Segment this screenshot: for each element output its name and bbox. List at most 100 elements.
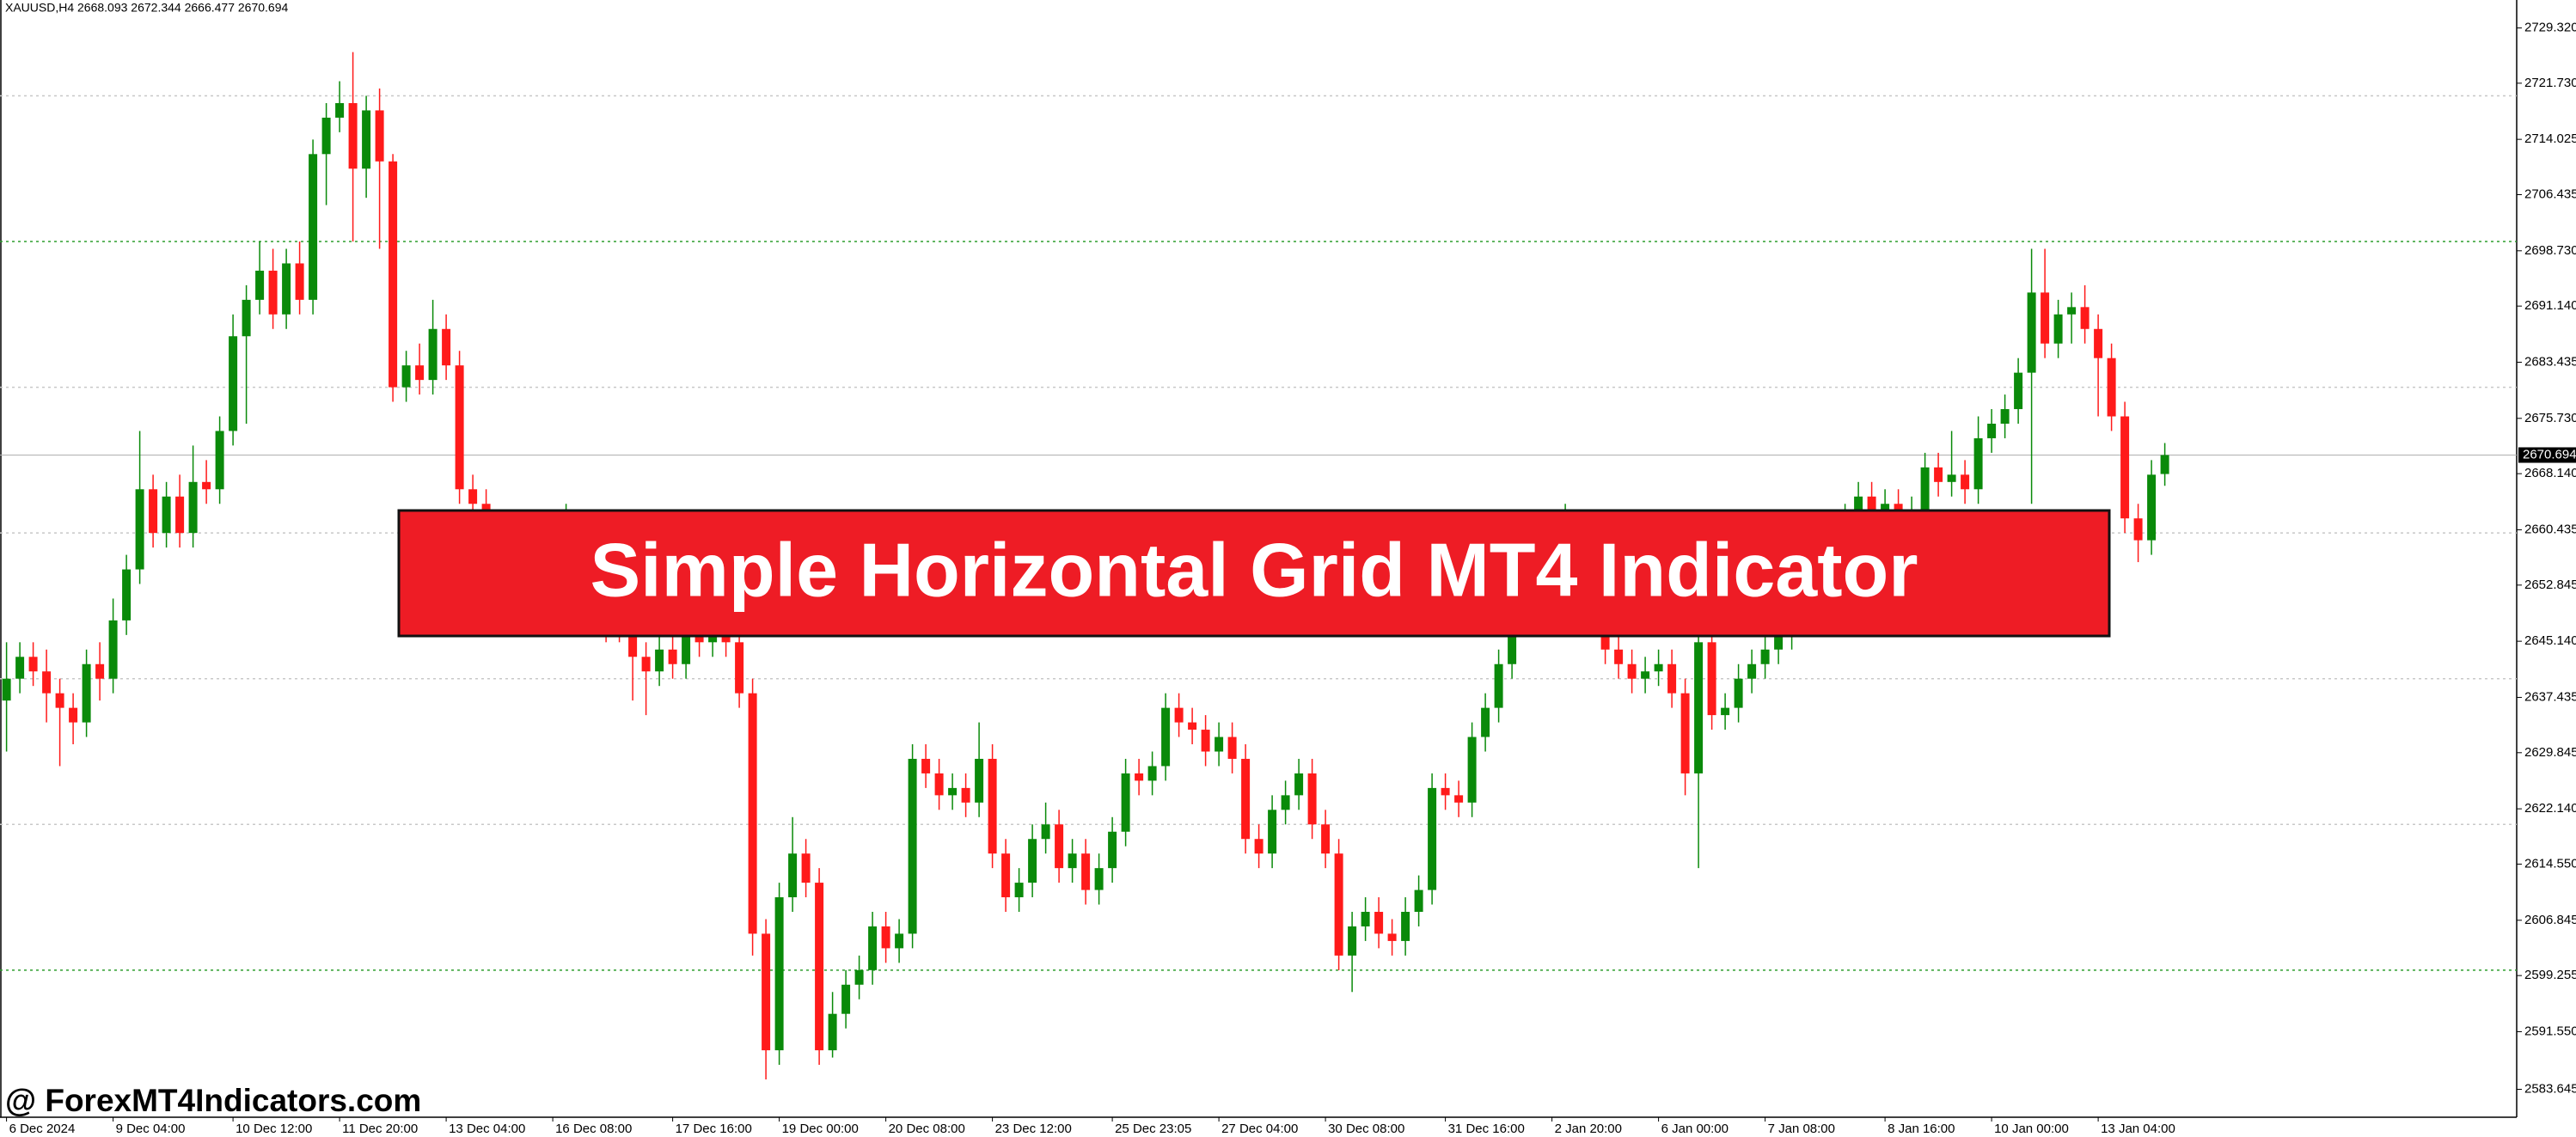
x-tick-label: 9 Dec 04:00 bbox=[116, 1122, 186, 1136]
candle-body bbox=[774, 897, 784, 1051]
y-tick-label: 2691.140 bbox=[2524, 298, 2576, 313]
candle-body bbox=[762, 933, 771, 1051]
candle-body bbox=[1694, 642, 1704, 773]
candle-body bbox=[295, 263, 304, 300]
candle-body bbox=[1961, 474, 1970, 490]
x-tick-label: 16 Dec 08:00 bbox=[555, 1122, 632, 1136]
candle-body bbox=[348, 102, 358, 169]
x-tick-label: 17 Dec 16:00 bbox=[676, 1122, 752, 1136]
candle-body bbox=[95, 663, 105, 679]
candle-body bbox=[961, 787, 970, 803]
candle-body bbox=[1268, 810, 1277, 854]
candle-body bbox=[1641, 671, 1650, 679]
candle-body bbox=[2041, 292, 2050, 344]
y-tick-label: 2606.845 bbox=[2524, 913, 2576, 927]
candle-body bbox=[1201, 730, 1210, 752]
candle-body bbox=[1721, 707, 1730, 716]
y-tick-label: 2729.320 bbox=[2524, 20, 2576, 34]
candle-body bbox=[881, 926, 890, 949]
candle-body bbox=[428, 328, 437, 381]
candle-body bbox=[1294, 773, 1304, 796]
candle-body bbox=[468, 489, 478, 504]
candle-body bbox=[188, 481, 198, 534]
candle-body bbox=[108, 620, 118, 679]
candle-body bbox=[948, 787, 958, 796]
candle-body bbox=[1028, 839, 1037, 883]
candle-body bbox=[321, 117, 331, 155]
candle-body bbox=[975, 758, 984, 803]
x-tick-label: 11 Dec 20:00 bbox=[342, 1122, 418, 1136]
candle-body bbox=[2080, 307, 2090, 329]
candle-body bbox=[1973, 437, 1983, 490]
candle-body bbox=[255, 270, 265, 300]
candle-body bbox=[1627, 663, 1637, 679]
last-price-box bbox=[2518, 447, 2576, 463]
header: XAUUSD,H4 2668.093 2672.344 2666.477 267… bbox=[5, 1, 288, 15]
candle-body bbox=[15, 657, 25, 679]
candle-body bbox=[1680, 693, 1690, 773]
candle-body bbox=[841, 984, 851, 1014]
candle-body bbox=[1920, 467, 1930, 511]
candle-body bbox=[1441, 787, 1450, 796]
candle-body bbox=[682, 627, 691, 664]
candle-body bbox=[1760, 649, 1770, 664]
candle-body bbox=[1068, 853, 1077, 869]
candle-body bbox=[628, 627, 638, 657]
candle-body bbox=[801, 853, 811, 883]
candle-body bbox=[1454, 795, 1464, 803]
candle-body bbox=[229, 336, 238, 431]
candle-body bbox=[2000, 409, 2010, 424]
candle-body bbox=[1001, 853, 1011, 898]
candle-body bbox=[202, 481, 211, 490]
candle-body bbox=[282, 263, 291, 315]
candle-body bbox=[2094, 328, 2103, 358]
candle-body bbox=[1361, 912, 1370, 926]
y-tick-label: 2599.255 bbox=[2524, 968, 2576, 982]
candle-body bbox=[1747, 663, 1757, 679]
candle-body bbox=[1174, 707, 1184, 723]
y-tick-label: 2622.140 bbox=[2524, 801, 2576, 816]
y-tick-label: 2683.435 bbox=[2524, 354, 2576, 369]
candle-body bbox=[1281, 795, 1290, 810]
x-tick-label: 13 Dec 04:00 bbox=[449, 1122, 525, 1136]
candle-body bbox=[82, 663, 91, 723]
candle-body bbox=[934, 773, 944, 796]
y-tick-label: 2645.140 bbox=[2524, 633, 2576, 648]
candle-body bbox=[1934, 467, 1943, 482]
candle-body bbox=[1734, 678, 1743, 708]
candle-body bbox=[268, 270, 278, 315]
candle-body bbox=[1121, 773, 1130, 832]
candle-body bbox=[895, 933, 904, 949]
x-tick-label: 20 Dec 08:00 bbox=[889, 1122, 965, 1136]
candle-body bbox=[55, 693, 64, 708]
axes: 2729.320 2721.730 2714.025 2706.435 2698.730… bbox=[6, 20, 2576, 1136]
candle-body bbox=[175, 496, 185, 534]
y-tick-label: 2660.435 bbox=[2524, 522, 2576, 536]
last-price-label: 2670.694 bbox=[2523, 447, 2576, 462]
candle-body bbox=[69, 707, 78, 723]
candle-body bbox=[42, 671, 52, 694]
y-tick-label: 2591.550 bbox=[2524, 1024, 2576, 1038]
candle-body bbox=[2014, 372, 2023, 410]
x-tick-label: 25 Dec 23:05 bbox=[1115, 1122, 1191, 1136]
candle-body bbox=[2120, 416, 2130, 519]
x-tick-label: 30 Dec 08:00 bbox=[1328, 1122, 1404, 1136]
candle-body bbox=[1215, 737, 1224, 752]
candle-body bbox=[1854, 496, 1863, 519]
candle-body bbox=[854, 969, 864, 985]
candle-body bbox=[748, 693, 757, 934]
candle-body bbox=[815, 883, 824, 1051]
x-tick-label: 2 Jan 20:00 bbox=[1555, 1122, 1622, 1136]
candle-body bbox=[1707, 642, 1716, 716]
candle-body bbox=[868, 926, 878, 970]
candle-body bbox=[28, 657, 38, 672]
x-tick-label: 10 Jan 00:00 bbox=[1994, 1122, 2069, 1136]
candle-body bbox=[1081, 853, 1091, 890]
candle-body bbox=[1494, 663, 1503, 708]
candle-body bbox=[788, 853, 798, 898]
x-tick-label: 27 Dec 04:00 bbox=[1221, 1122, 1298, 1136]
x-tick-label: 13 Jan 04:00 bbox=[2101, 1122, 2175, 1136]
candle-body bbox=[1348, 926, 1357, 956]
candle-body bbox=[1161, 707, 1171, 767]
